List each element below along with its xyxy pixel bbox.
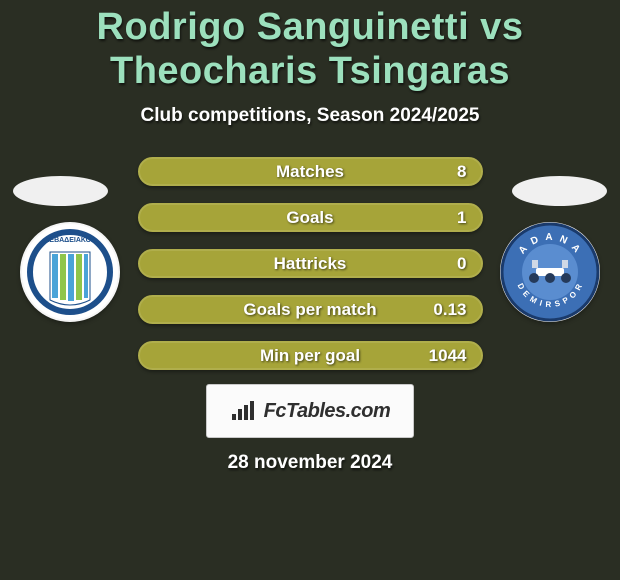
stat-right-value: 1 — [457, 208, 466, 228]
crest-left: ΛΕΒΑΔΕΙΑΚΟΣ — [20, 222, 120, 322]
subtitle: Club competitions, Season 2024/2025 — [141, 105, 480, 127]
stat-label: Goals per match — [243, 300, 376, 320]
stat-label: Min per goal — [260, 346, 360, 366]
crest-right-svg: A D A N A D E M I R S P O R — [500, 222, 600, 322]
stat-row: Goals per match 0.13 — [138, 295, 483, 324]
stat-right-value: 0.13 — [433, 300, 466, 320]
bars-icon — [230, 400, 258, 422]
brand-box: FcTables.com — [206, 384, 414, 438]
stat-label: Goals — [286, 208, 333, 228]
player-right-oval — [512, 176, 607, 206]
stat-row: Goals 1 — [138, 203, 483, 232]
stat-row: Min per goal 1044 — [138, 341, 483, 370]
svg-text:ΛΕΒΑΔΕΙΑΚΟΣ: ΛΕΒΑΔΕΙΑΚΟΣ — [45, 237, 96, 244]
brand-text: FcTables.com — [264, 400, 391, 423]
player-left-oval — [13, 176, 108, 206]
stat-row: Matches 8 — [138, 157, 483, 186]
stat-label: Hattricks — [274, 254, 347, 274]
stat-right-value: 1044 — [429, 346, 467, 366]
stat-label: Matches — [276, 162, 344, 182]
stat-row: Hattricks 0 — [138, 249, 483, 278]
crest-right: A D A N A D E M I R S P O R — [500, 222, 600, 322]
stats-list: Matches 8 Goals 1 Hattricks 0 Goals per … — [138, 157, 483, 370]
stat-right-value: 8 — [457, 162, 466, 182]
page-title: Rodrigo Sanguinetti vs Theocharis Tsinga… — [0, 6, 620, 93]
date-label: 28 november 2024 — [228, 452, 393, 474]
stat-right-value: 0 — [457, 254, 466, 274]
comparison-card: Rodrigo Sanguinetti vs Theocharis Tsinga… — [0, 0, 620, 580]
crest-left-svg: ΛΕΒΑΔΕΙΑΚΟΣ — [20, 222, 120, 322]
